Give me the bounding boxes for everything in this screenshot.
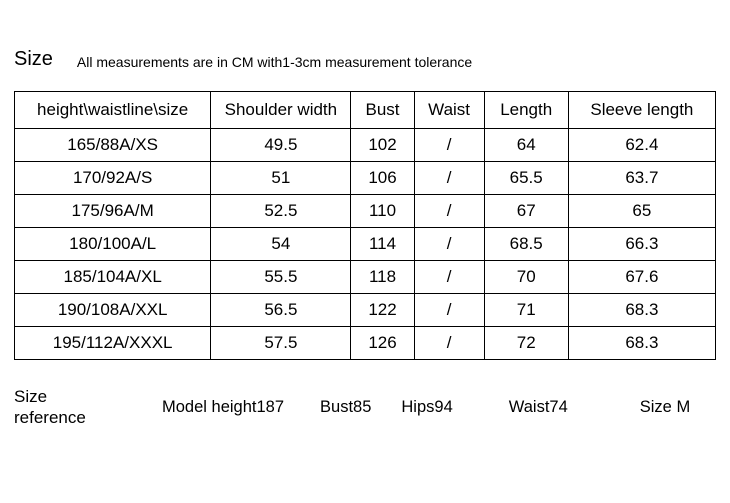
table-cell: 62.4 bbox=[568, 129, 715, 162]
model-waist: Waist74 bbox=[509, 398, 568, 417]
table-cell: 106 bbox=[351, 162, 414, 195]
column-header: height\waistline\size bbox=[15, 92, 211, 129]
table-cell: / bbox=[414, 261, 484, 294]
model-size: Size M bbox=[640, 398, 690, 417]
table-cell: 68.3 bbox=[568, 327, 715, 360]
table-cell: 67 bbox=[484, 195, 568, 228]
table-cell: 67.6 bbox=[568, 261, 715, 294]
table-cell: 114 bbox=[351, 228, 414, 261]
table-row: 195/112A/XXXL 57.5 126 / 72 68.3 bbox=[15, 327, 716, 360]
table-cell: 68.5 bbox=[484, 228, 568, 261]
table-row: 165/88A/XS 49.5 102 / 64 62.4 bbox=[15, 129, 716, 162]
table-cell: 49.5 bbox=[211, 129, 351, 162]
footer-row: Size reference Model height187 Bust85 Hi… bbox=[0, 360, 730, 429]
size-chart-container: Size All measurements are in CM with1-3c… bbox=[0, 0, 730, 429]
table-cell: / bbox=[414, 129, 484, 162]
table-cell: / bbox=[414, 294, 484, 327]
table-cell: / bbox=[414, 195, 484, 228]
size-table: height\waistline\size Shoulder width Bus… bbox=[14, 91, 716, 360]
table-header-row: height\waistline\size Shoulder width Bus… bbox=[15, 92, 716, 129]
table-cell: / bbox=[414, 162, 484, 195]
table-cell: / bbox=[414, 228, 484, 261]
table-cell: 65.5 bbox=[484, 162, 568, 195]
table-row: 180/100A/L 54 114 / 68.5 66.3 bbox=[15, 228, 716, 261]
table-cell: 55.5 bbox=[211, 261, 351, 294]
table-cell: 110 bbox=[351, 195, 414, 228]
table-cell: 180/100A/L bbox=[15, 228, 211, 261]
model-height: Model height187 bbox=[162, 398, 284, 417]
table-row: 170/92A/S 51 106 / 65.5 63.7 bbox=[15, 162, 716, 195]
table-cell: 68.3 bbox=[568, 294, 715, 327]
table-row: 190/108A/XXL 56.5 122 / 71 68.3 bbox=[15, 294, 716, 327]
table-cell: 65 bbox=[568, 195, 715, 228]
column-header: Bust bbox=[351, 92, 414, 129]
table-cell: 195/112A/XXXL bbox=[15, 327, 211, 360]
table-cell: 71 bbox=[484, 294, 568, 327]
size-title: Size bbox=[14, 48, 53, 71]
table-cell: 190/108A/XXL bbox=[15, 294, 211, 327]
column-header: Sleeve length bbox=[568, 92, 715, 129]
table-cell: 170/92A/S bbox=[15, 162, 211, 195]
table-cell: 72 bbox=[484, 327, 568, 360]
model-bust: Bust85 bbox=[320, 398, 371, 417]
table-cell: 64 bbox=[484, 129, 568, 162]
table-cell: / bbox=[414, 327, 484, 360]
table-cell: 118 bbox=[351, 261, 414, 294]
table-cell: 102 bbox=[351, 129, 414, 162]
table-cell: 126 bbox=[351, 327, 414, 360]
table-cell: 57.5 bbox=[211, 327, 351, 360]
table-cell: 63.7 bbox=[568, 162, 715, 195]
table-cell: 52.5 bbox=[211, 195, 351, 228]
footer-label: Size reference bbox=[14, 386, 104, 429]
column-header: Shoulder width bbox=[211, 92, 351, 129]
table-row: 185/104A/XL 55.5 118 / 70 67.6 bbox=[15, 261, 716, 294]
model-hips: Hips94 bbox=[401, 398, 452, 417]
table-cell: 51 bbox=[211, 162, 351, 195]
table-cell: 56.5 bbox=[211, 294, 351, 327]
table-cell: 185/104A/XL bbox=[15, 261, 211, 294]
table-wrapper: height\waistline\size Shoulder width Bus… bbox=[0, 91, 730, 360]
column-header: Waist bbox=[414, 92, 484, 129]
table-cell: 54 bbox=[211, 228, 351, 261]
table-cell: 66.3 bbox=[568, 228, 715, 261]
table-row: 175/96A/M 52.5 110 / 67 65 bbox=[15, 195, 716, 228]
column-header: Length bbox=[484, 92, 568, 129]
size-description: All measurements are in CM with1-3cm mea… bbox=[77, 54, 472, 70]
table-cell: 175/96A/M bbox=[15, 195, 211, 228]
table-cell: 122 bbox=[351, 294, 414, 327]
table-cell: 165/88A/XS bbox=[15, 129, 211, 162]
header-row: Size All measurements are in CM with1-3c… bbox=[0, 0, 730, 91]
table-cell: 70 bbox=[484, 261, 568, 294]
